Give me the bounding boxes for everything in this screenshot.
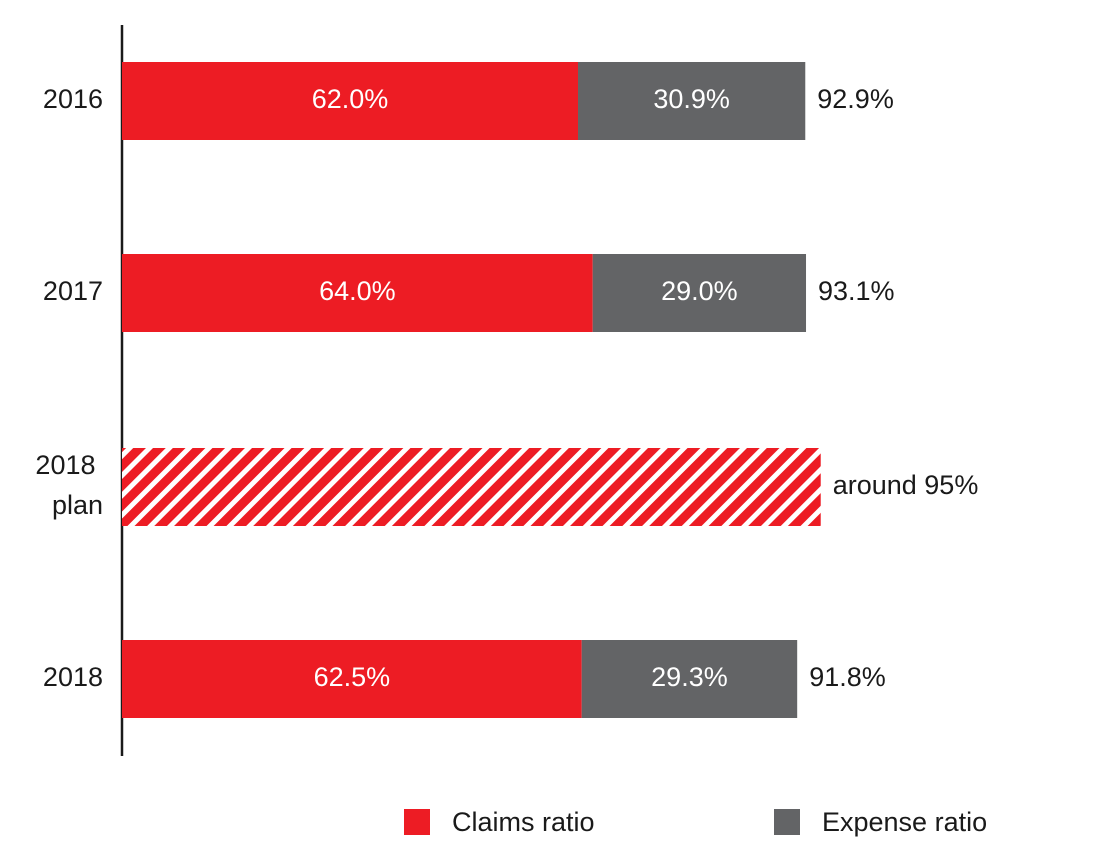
y-tick-label: 2017 bbox=[43, 276, 103, 306]
value-label: 30.9% bbox=[653, 84, 730, 114]
y-tick-label: 2016 bbox=[43, 84, 103, 114]
total-label: 93.1% bbox=[818, 276, 895, 306]
bar-segment bbox=[122, 62, 579, 140]
value-label: 64.0% bbox=[319, 276, 396, 306]
value-label: 62.5% bbox=[314, 662, 391, 692]
legend-swatch bbox=[404, 809, 430, 835]
plan-bar bbox=[122, 448, 821, 526]
total-label: 91.8% bbox=[809, 662, 886, 692]
bar-segment bbox=[122, 640, 582, 718]
value-label: 29.0% bbox=[661, 276, 738, 306]
total-label: around 95% bbox=[833, 470, 979, 500]
total-label: 92.9% bbox=[817, 84, 894, 114]
bar-segment bbox=[581, 640, 798, 718]
value-label: 62.0% bbox=[312, 84, 389, 114]
bar-segment bbox=[122, 254, 593, 332]
legend-label: Claims ratio bbox=[452, 807, 595, 837]
bar-segment bbox=[592, 254, 807, 332]
bar-segment bbox=[578, 62, 806, 140]
y-tick-label: 2018 plan bbox=[35, 450, 103, 520]
value-label: 29.3% bbox=[651, 662, 728, 692]
legend-swatch bbox=[774, 809, 800, 835]
legend-label: Expense ratio bbox=[822, 807, 987, 837]
y-tick-label: 2018 bbox=[43, 662, 103, 692]
